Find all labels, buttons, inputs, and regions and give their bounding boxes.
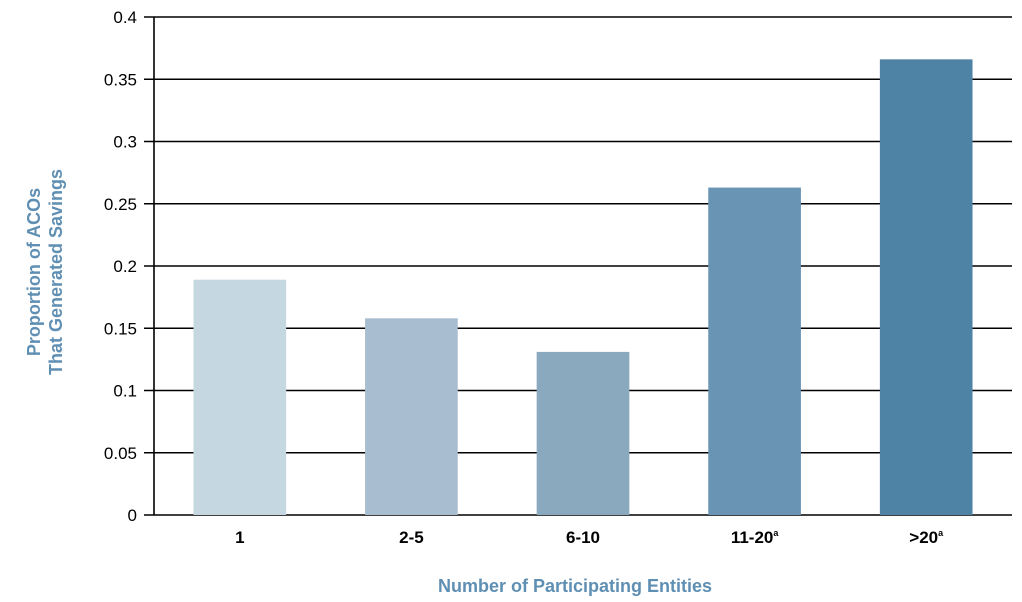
x-tick-label: >20a [909,528,944,547]
y-axis-ticks: 0 0.05 0.1 0.15 0.2 0.25 0.3 0.35 0.4 [104,8,137,525]
y-tick-label: 0.05 [104,444,137,463]
bar-2 [365,318,458,515]
x-tick-label: 6-10 [566,528,600,547]
y-tick-label: 0.1 [113,382,137,401]
x-tick-label-text: 6-10 [566,528,600,547]
x-tick-label-text: 11-20 [731,528,774,547]
bars [193,59,973,515]
y-axis-title: Proportion of ACOs That Generated Saving… [24,169,66,375]
x-tick-label: 2-5 [399,528,424,547]
y-tick-label: 0.35 [104,70,137,89]
x-tick-label-footnote: a [938,528,944,538]
bar-1 [193,279,287,515]
x-tick-label-text: >20 [909,528,938,547]
x-tick-label-footnote: a [773,528,779,538]
gridlines [144,16,1012,516]
y-tick-label: 0 [128,506,137,525]
y-tick-label: 0.25 [104,195,137,214]
bar-5 [879,59,973,515]
x-tick-label: 1 [235,528,244,547]
y-tick-label: 0.3 [113,133,137,152]
bar-3 [536,351,630,515]
y-tick-label: 0.4 [113,8,137,27]
x-tick-label: 11-20a [731,528,780,547]
y-axis-title-line-1: Proportion of ACOs [24,188,44,356]
y-tick-label: 0.15 [104,319,137,338]
x-axis-ticks: 1 2-5 6-10 11-20a >20a [235,528,944,547]
bar-4 [708,187,801,515]
x-tick-label-text: 2-5 [399,528,424,547]
x-axis-title: Number of Participating Entities [438,576,712,596]
y-axis-title-line-2: That Generated Savings [46,169,66,375]
y-tick-label: 0.2 [113,257,137,276]
x-tick-label-text: 1 [235,528,244,547]
